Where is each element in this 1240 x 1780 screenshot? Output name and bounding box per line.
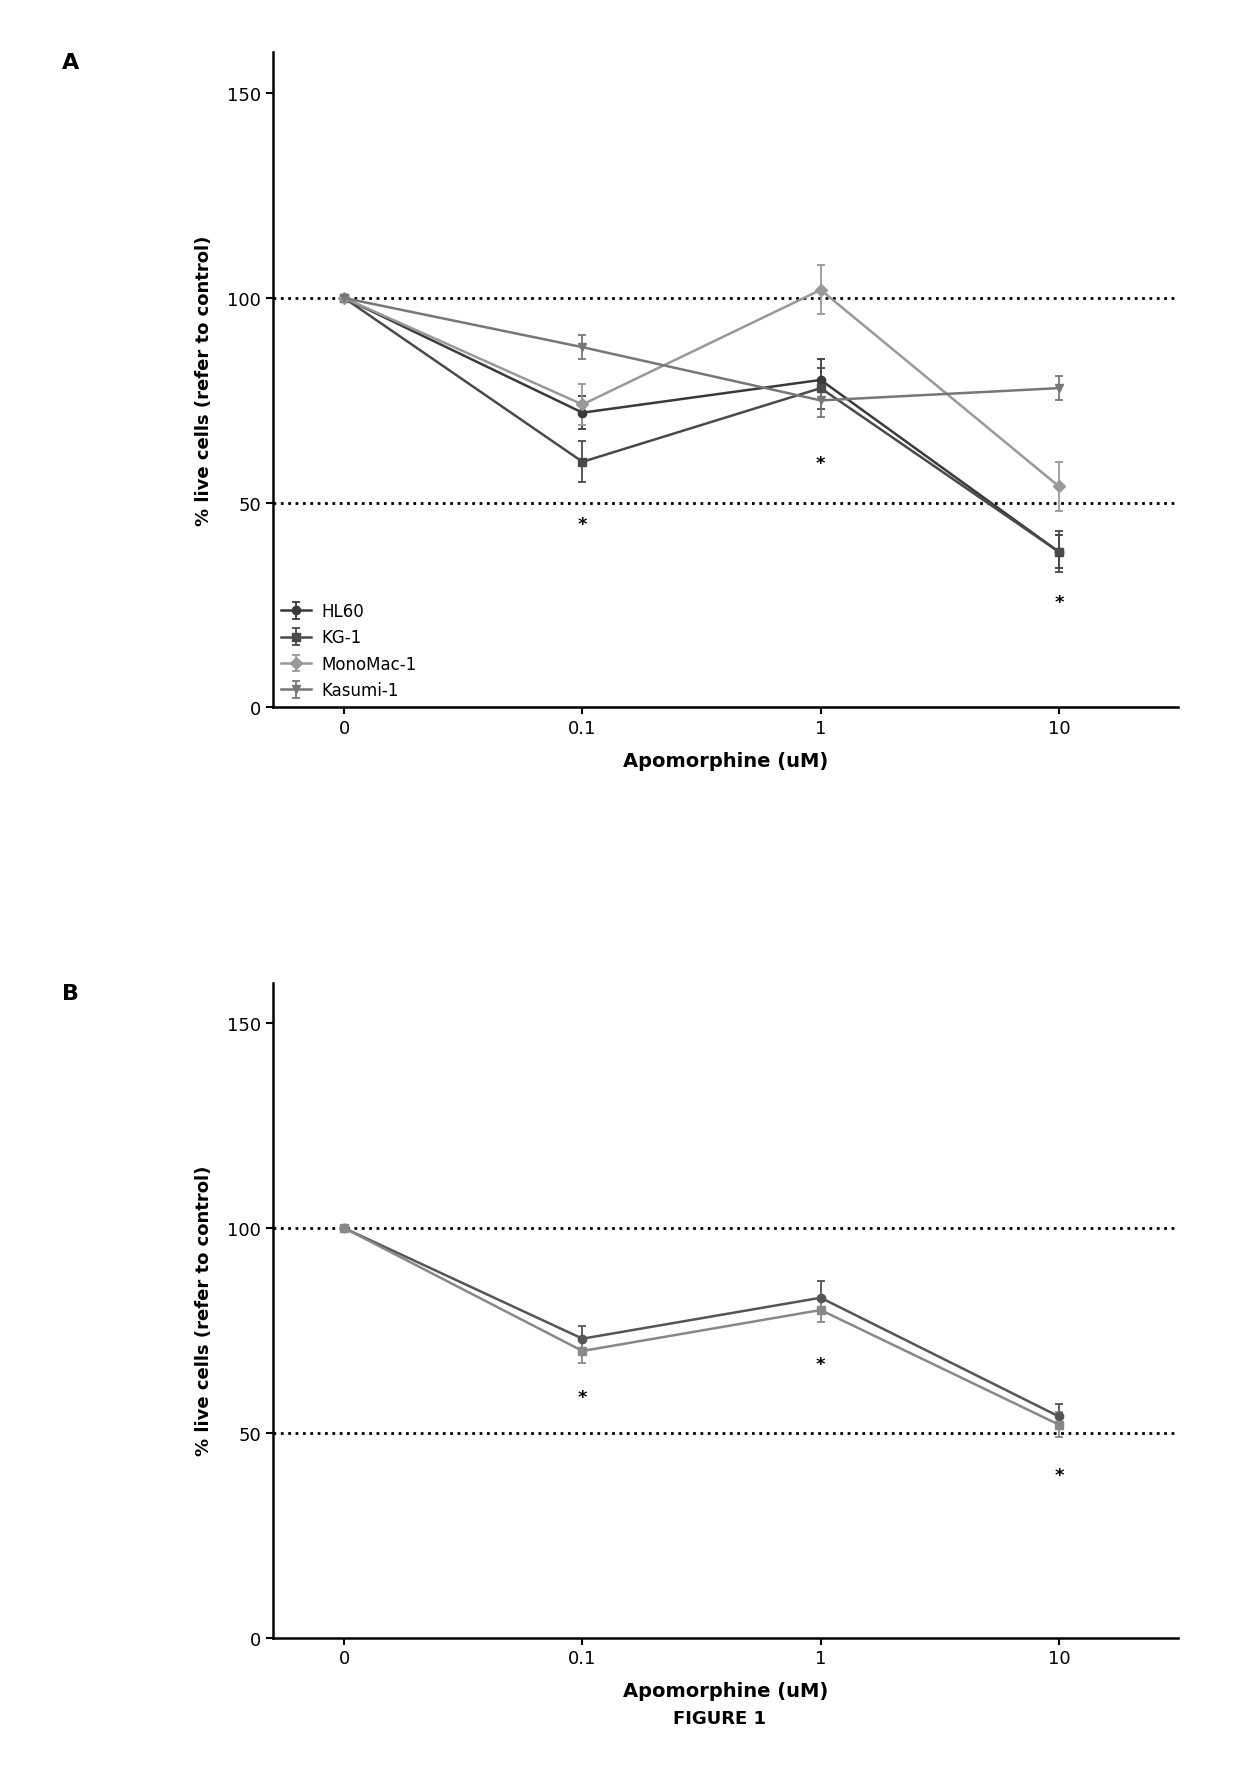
- Text: B: B: [62, 983, 79, 1002]
- X-axis label: Apomorphine (uM): Apomorphine (uM): [622, 751, 828, 771]
- Y-axis label: % live cells (refer to control): % live cells (refer to control): [195, 1166, 213, 1456]
- Text: *: *: [1054, 593, 1064, 612]
- Text: *: *: [578, 1388, 588, 1406]
- Y-axis label: % live cells (refer to control): % live cells (refer to control): [195, 235, 213, 525]
- Text: *: *: [578, 516, 588, 534]
- Text: FIGURE 1: FIGURE 1: [672, 1709, 765, 1727]
- X-axis label: Apomorphine (uM): Apomorphine (uM): [622, 1682, 828, 1700]
- Text: A: A: [62, 53, 79, 73]
- Legend: HL60, KG-1, MonoMac-1, Kasumi-1: HL60, KG-1, MonoMac-1, Kasumi-1: [281, 603, 417, 700]
- Text: *: *: [816, 454, 826, 472]
- Text: *: *: [816, 1355, 826, 1374]
- Text: *: *: [1054, 1465, 1064, 1485]
